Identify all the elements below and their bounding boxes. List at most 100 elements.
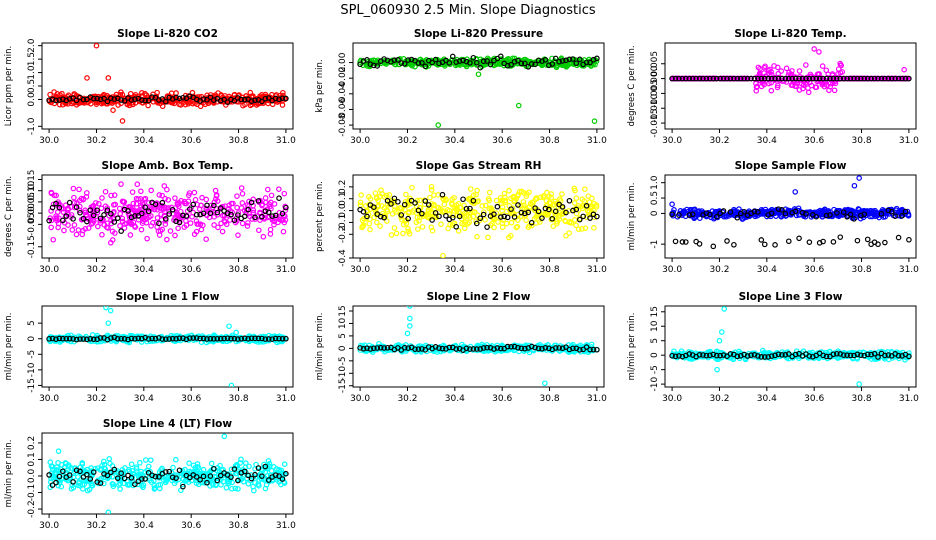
reference-point [895, 75, 902, 82]
data-point [96, 200, 102, 207]
point-layer [669, 175, 912, 250]
reference-point [487, 61, 494, 68]
reference-point [741, 208, 747, 215]
reference-point [590, 346, 597, 353]
reference-point [283, 335, 289, 342]
data-point [172, 195, 178, 201]
reference-point [484, 344, 490, 351]
reference-point [138, 210, 145, 217]
outlier-point [407, 306, 413, 309]
data-point [214, 198, 221, 204]
reference-point [727, 351, 734, 357]
reference-point [77, 336, 83, 342]
data-point [99, 195, 105, 201]
data-point [566, 230, 572, 236]
data-point [211, 222, 217, 228]
reference-point [180, 212, 186, 219]
x-tick-label: 30.4 [757, 136, 777, 146]
reference-point [419, 60, 425, 66]
reference-point [73, 97, 80, 104]
data-point [488, 206, 495, 213]
x-tick-label: 30.0 [662, 265, 682, 275]
data-point [796, 68, 803, 74]
data-point [88, 221, 95, 227]
reference-point [265, 209, 272, 216]
data-point [164, 186, 170, 193]
y-tick-label: 10 [650, 320, 660, 332]
data-point [473, 191, 479, 198]
reference-point [221, 335, 227, 342]
data-point [419, 224, 426, 230]
reference-point [388, 201, 394, 207]
reference-point [405, 215, 411, 222]
reference-point [570, 345, 576, 352]
data-point [905, 211, 912, 218]
data-point [117, 210, 123, 217]
data-point [148, 223, 154, 229]
data-point [151, 486, 158, 492]
y-tick-label: -0.15 [27, 235, 37, 258]
data-point [138, 339, 145, 345]
data-point [276, 209, 283, 216]
y-tick-label: 0 [650, 210, 660, 216]
reference-point [775, 351, 782, 358]
data-point [190, 462, 197, 469]
reference-point [522, 345, 528, 352]
data-point [139, 200, 146, 206]
panel-title: Slope Gas Stream RH [416, 160, 542, 172]
y-axis-label: ml/min per min. [4, 313, 14, 381]
reference-point [535, 57, 542, 64]
reference-point [875, 75, 881, 82]
reference-point [364, 57, 370, 63]
data-point [138, 226, 145, 233]
reference-point [518, 209, 525, 216]
data-point [528, 222, 535, 229]
reference-point [176, 219, 183, 226]
data-point [383, 192, 390, 199]
reference-point [118, 97, 124, 103]
reference-point [187, 206, 193, 212]
outlier-point [404, 330, 411, 337]
reference-point [573, 206, 580, 213]
reference-point [214, 209, 221, 216]
data-point [173, 90, 179, 96]
outlier-point [669, 201, 675, 208]
reference-point [381, 345, 387, 351]
reference-point [357, 61, 363, 68]
data-point [192, 196, 199, 203]
data-point [867, 213, 873, 220]
plot-frame [352, 42, 605, 130]
data-point [467, 186, 474, 192]
reference-point [830, 75, 837, 82]
data-point [684, 206, 690, 213]
reference-point [193, 211, 200, 218]
reference-point [436, 213, 442, 220]
reference-point [149, 335, 155, 342]
reference-point [707, 211, 713, 218]
data-point [802, 213, 809, 220]
data-point [268, 192, 275, 199]
reference-point [265, 336, 272, 342]
panel-3: Slope Li-820 Temp.degrees C per min.30.0… [627, 28, 919, 146]
reference-point [837, 234, 844, 240]
reference-point [132, 213, 138, 219]
reference-point [204, 336, 210, 342]
data-point [98, 205, 105, 212]
data-point [48, 217, 55, 224]
reference-point [504, 214, 511, 221]
data-point [177, 212, 183, 219]
reference-point [696, 241, 703, 247]
data-point [553, 200, 560, 207]
plot-frame [352, 305, 605, 388]
data-point [417, 197, 423, 204]
reference-point [518, 345, 525, 352]
reference-point [180, 335, 186, 342]
reference-point [364, 213, 370, 220]
reference-point [272, 212, 279, 219]
x-tick-label: 30.4 [757, 394, 777, 404]
reference-point [906, 75, 912, 82]
plot-frame [41, 305, 294, 388]
reference-point [94, 207, 100, 214]
data-point [485, 234, 491, 241]
data-point [203, 236, 209, 243]
